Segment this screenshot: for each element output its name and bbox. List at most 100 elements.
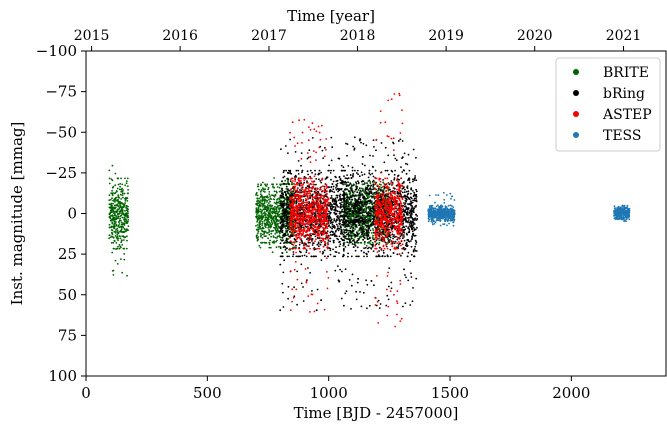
- data-point: [275, 217, 278, 220]
- data-point: [280, 196, 283, 198]
- data-point: [120, 198, 122, 200]
- data-point: [407, 279, 410, 282]
- data-point: [407, 238, 409, 241]
- data-point: [287, 192, 290, 195]
- data-point: [377, 189, 379, 192]
- data-point: [341, 221, 344, 224]
- data-point: [281, 205, 283, 207]
- data-point: [404, 203, 406, 206]
- data-point: [314, 169, 316, 172]
- data-point: [333, 218, 336, 220]
- data-point: [281, 218, 283, 221]
- data-point: [118, 188, 121, 191]
- data-point: [387, 181, 390, 184]
- data-point: [379, 303, 382, 305]
- data-point: [112, 192, 114, 194]
- data-point: [369, 154, 371, 157]
- data-point: [334, 209, 337, 211]
- data-point: [408, 240, 411, 243]
- data-point: [349, 239, 351, 242]
- data-point: [382, 181, 385, 184]
- data-point: [285, 183, 288, 185]
- data-point: [382, 249, 385, 252]
- data-point: [262, 187, 264, 190]
- data-point: [336, 237, 338, 240]
- data-point: [261, 241, 264, 244]
- data-point: [365, 209, 367, 212]
- data-point: [268, 233, 271, 236]
- data-point: [335, 203, 337, 206]
- data-point: [260, 217, 262, 220]
- data-point: [278, 208, 281, 211]
- data-point: [342, 255, 344, 258]
- data-point: [339, 210, 341, 213]
- data-point: [279, 221, 282, 224]
- data-point: [331, 204, 333, 206]
- data-point: [371, 181, 374, 183]
- data-point: [329, 226, 332, 229]
- data-point: [333, 224, 335, 227]
- data-point: [317, 245, 320, 248]
- data-point: [342, 181, 345, 183]
- data-point: [386, 169, 389, 172]
- data-point: [297, 173, 300, 175]
- data-point: [125, 247, 128, 250]
- data-point: [407, 231, 410, 234]
- data-point: [353, 190, 356, 193]
- data-point: [127, 219, 130, 221]
- data-point: [347, 217, 350, 220]
- data-point: [294, 239, 297, 241]
- data-point: [274, 233, 277, 235]
- data-point: [415, 200, 418, 203]
- data-point: [342, 242, 345, 245]
- data-point: [335, 246, 337, 249]
- data-point: [396, 253, 399, 256]
- data-point: [259, 190, 262, 193]
- data-point: [287, 211, 290, 214]
- data-point: [356, 281, 359, 284]
- data-point: [413, 194, 416, 197]
- data-point: [120, 221, 123, 224]
- data-point: [108, 182, 111, 185]
- data-point: [285, 194, 287, 197]
- data-point: [348, 222, 350, 224]
- data-point: [125, 220, 128, 222]
- data-point: [341, 238, 343, 241]
- data-point: [262, 215, 265, 218]
- data-point: [368, 211, 370, 214]
- data-point: [387, 195, 389, 198]
- data-point: [256, 215, 259, 218]
- data-point: [332, 241, 335, 244]
- data-point: [110, 226, 113, 229]
- data-point: [403, 152, 406, 155]
- data-point: [364, 189, 367, 192]
- data-point: [282, 234, 285, 237]
- data-point: [267, 232, 269, 234]
- data-point: [415, 190, 418, 193]
- data-point: [310, 226, 312, 229]
- data-point: [370, 223, 373, 226]
- data-point: [414, 228, 417, 231]
- data-point: [339, 222, 341, 225]
- data-point: [415, 277, 418, 280]
- data-point: [266, 222, 269, 225]
- data-point: [402, 204, 404, 207]
- data-point: [111, 232, 113, 235]
- data-point: [372, 184, 375, 186]
- data-point: [354, 228, 356, 231]
- data-point: [400, 254, 402, 257]
- data-point: [367, 193, 370, 195]
- data-point: [342, 219, 344, 222]
- data-point: [296, 303, 298, 306]
- data-point: [262, 181, 264, 184]
- data-point: [287, 285, 290, 288]
- data-point: [263, 219, 266, 222]
- data-point: [280, 190, 282, 193]
- data-point: [358, 208, 361, 211]
- data-point: [411, 228, 413, 231]
- data-point: [110, 205, 113, 208]
- data-point: [366, 283, 369, 286]
- data-point: [412, 226, 415, 229]
- data-point: [362, 226, 365, 229]
- data-point: [120, 226, 123, 229]
